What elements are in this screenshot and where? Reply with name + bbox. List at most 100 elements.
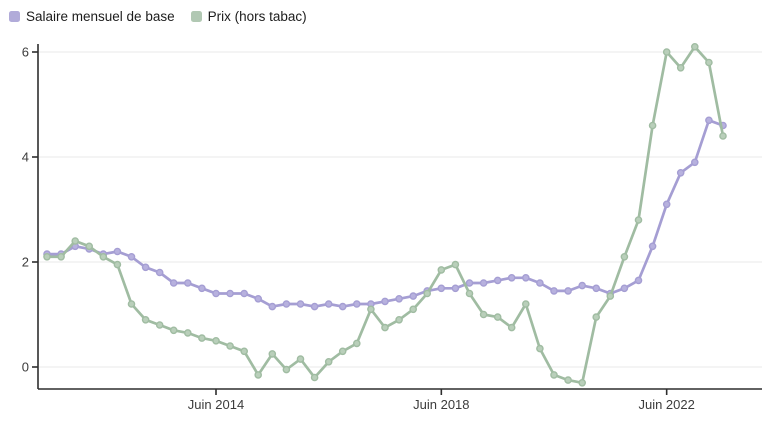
data-point-salaire-2014-T3 — [226, 289, 234, 298]
legend-swatch-icon — [9, 11, 20, 22]
data-point-salaire-2016-T3 — [338, 302, 347, 311]
series-line-prix — [45, 45, 725, 385]
data-point-salaire-2020-T1 — [536, 279, 544, 287]
data-point-salaire-2016-T4 — [352, 300, 361, 308]
data-point-salaire-2018-T4 — [465, 279, 474, 287]
data-point-salaire-2020-T2 — [550, 287, 558, 295]
data-point-prix-2013-T2 — [155, 321, 164, 329]
data-point-salaire-2014-T1 — [198, 284, 206, 293]
data-point-prix-2017-T4 — [409, 305, 418, 314]
data-point-prix-2019-T1 — [479, 310, 488, 319]
data-point-prix-2017-T3 — [395, 315, 403, 324]
data-point-prix-2019-T2 — [493, 313, 502, 321]
data-point-prix-2020-T4 — [578, 378, 587, 387]
data-point-prix-2016-T4 — [352, 339, 361, 348]
data-point-prix-2017-T2 — [381, 323, 389, 332]
data-point-prix-2018-T4 — [465, 289, 474, 298]
data-point-prix-2011-T2 — [43, 252, 51, 261]
data-point-prix-2016-T2 — [324, 357, 333, 366]
data-point-salaire-2019-T4 — [522, 273, 530, 282]
data-point-prix-2015-T3 — [282, 365, 291, 374]
data-point-prix-2015-T1 — [254, 371, 263, 379]
data-point-salaire-2022-T3 — [676, 168, 685, 177]
data-point-prix-2018-T3 — [451, 260, 460, 269]
data-point-prix-2016-T1 — [310, 373, 319, 382]
data-point-salaire-2019-T2 — [493, 276, 502, 285]
data-point-salaire-2015-T3 — [282, 300, 291, 308]
data-point-prix-2019-T3 — [507, 323, 516, 332]
data-point-prix-2022-T1 — [648, 121, 657, 130]
data-point-prix-2021-T1 — [592, 313, 601, 321]
data-point-prix-2023-T1 — [705, 58, 713, 67]
data-point-salaire-2020-T4 — [578, 281, 587, 290]
y-tick-label-6: 6 — [22, 45, 29, 60]
data-point-prix-2021-T2 — [606, 292, 615, 300]
data-point-salaire-2017-T4 — [409, 292, 418, 300]
data-point-prix-2022-T4 — [691, 43, 699, 51]
data-point-salaire-2020-T3 — [564, 287, 572, 295]
data-point-prix-2020-T2 — [550, 371, 558, 379]
series-line-salaire — [45, 118, 725, 308]
data-point-salaire-2019-T3 — [507, 273, 516, 282]
data-point-prix-2011-T3 — [57, 252, 65, 261]
data-point-salaire-2014-T2 — [212, 289, 220, 298]
data-point-prix-2014-T3 — [226, 342, 234, 350]
data-point-prix-2012-T3 — [113, 260, 122, 269]
data-point-salaire-2017-T3 — [395, 294, 403, 303]
data-point-salaire-2015-T4 — [296, 300, 305, 308]
y-tick-label-4: 4 — [22, 150, 29, 165]
data-point-salaire-2016-T2 — [324, 300, 333, 308]
data-point-prix-2020-T3 — [564, 376, 572, 384]
data-point-salaire-2012-T4 — [127, 252, 136, 261]
data-point-prix-2021-T3 — [620, 252, 629, 261]
data-point-prix-2013-T1 — [141, 315, 150, 324]
data-point-prix-2018-T2 — [437, 266, 446, 274]
y-tick-label-0: 0 — [22, 360, 29, 375]
data-point-prix-2016-T3 — [338, 347, 347, 356]
data-point-prix-2012-T2 — [99, 252, 108, 261]
data-point-salaire-2022-T4 — [691, 158, 699, 167]
data-point-prix-2019-T4 — [522, 300, 530, 308]
data-point-prix-2015-T4 — [296, 355, 305, 363]
data-point-salaire-2023-T1 — [705, 116, 713, 125]
data-point-prix-2014-T1 — [198, 334, 206, 342]
legend-item-prix[interactable]: Prix (hors tabac) — [190, 9, 307, 24]
data-point-salaire-2018-T3 — [451, 284, 460, 293]
legend-item-salaire[interactable]: Salaire mensuel de base — [9, 9, 175, 24]
x-tick-label-2: Juin 2022 — [638, 397, 694, 412]
data-point-salaire-2021-T1 — [592, 284, 601, 293]
data-point-prix-2017-T1 — [367, 305, 375, 314]
data-point-prix-2012-T1 — [85, 242, 93, 251]
legend-label: Salaire mensuel de base — [26, 9, 175, 24]
data-point-salaire-2015-T2 — [268, 302, 277, 311]
data-point-salaire-2019-T1 — [479, 279, 488, 287]
data-point-prix-2014-T4 — [240, 347, 248, 356]
data-point-prix-2023-T2 — [719, 132, 727, 140]
chart-legend: Salaire mensuel de base Prix (hors tabac) — [9, 9, 307, 24]
data-point-salaire-2016-T1 — [310, 302, 319, 311]
data-point-salaire-2013-T3 — [169, 279, 178, 287]
data-point-prix-2022-T3 — [676, 64, 685, 72]
data-point-salaire-2013-T1 — [141, 263, 150, 272]
data-point-prix-2022-T2 — [662, 48, 671, 56]
data-point-salaire-2015-T1 — [254, 294, 263, 303]
data-point-salaire-2017-T2 — [381, 297, 389, 306]
x-tick-label-0: Juin 2014 — [188, 397, 244, 412]
data-point-salaire-2021-T3 — [620, 284, 629, 293]
data-point-prix-2013-T4 — [183, 329, 192, 337]
data-point-prix-2014-T2 — [212, 336, 220, 345]
data-point-salaire-2022-T2 — [662, 200, 671, 209]
data-point-prix-2012-T4 — [127, 300, 136, 308]
data-point-salaire-2022-T1 — [648, 242, 657, 251]
data-point-prix-2013-T3 — [169, 326, 178, 335]
data-point-prix-2015-T2 — [268, 350, 277, 358]
data-point-prix-2018-T1 — [423, 289, 432, 298]
legend-swatch-icon — [190, 11, 202, 22]
legend-label: Prix (hors tabac) — [207, 9, 307, 24]
x-tick-label-1: Juin 2018 — [413, 397, 469, 412]
data-point-salaire-2021-T4 — [634, 276, 643, 285]
data-point-prix-2021-T4 — [634, 216, 643, 224]
data-point-salaire-2012-T3 — [113, 247, 122, 256]
